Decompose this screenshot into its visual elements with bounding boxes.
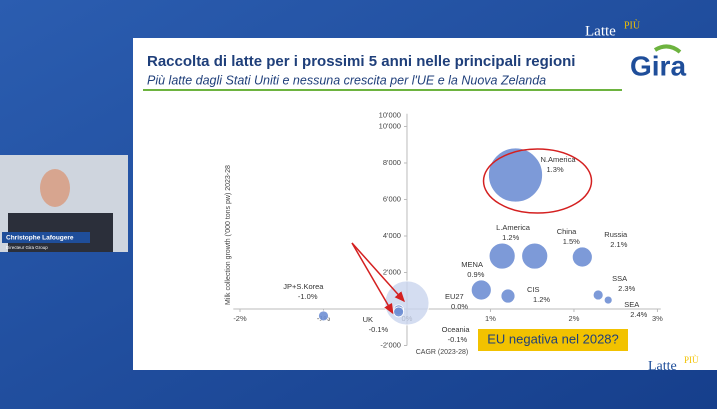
x-tick-label: 1% [485, 314, 496, 323]
slide-title: Raccolta di latte per i prossimi 5 anni … [147, 53, 575, 70]
bubble [592, 289, 604, 301]
gira-swoosh [653, 44, 682, 54]
y-tick-label: 8'000 [383, 158, 401, 167]
speaker-name: Christophe Lafougere [6, 235, 74, 242]
bubble-value: 1.2% [533, 295, 550, 304]
annotation-box [478, 329, 628, 351]
logo-sup: PIÙ [624, 19, 641, 31]
bubble-name: SEA [624, 300, 639, 309]
bubble [470, 279, 492, 301]
bubble [571, 246, 593, 268]
logo: Latte [585, 23, 616, 39]
arrow [351, 242, 394, 315]
highlight-ellipse [482, 148, 593, 214]
bubble [521, 242, 549, 270]
name-bar [2, 232, 90, 243]
bubble [488, 147, 543, 203]
bubble [500, 288, 516, 304]
bubble-value: 1.2% [502, 233, 519, 242]
bubble-value: -0.1% [448, 335, 468, 344]
bubble-value: 0.0% [451, 302, 468, 311]
y-tick-label: 10'000 [379, 111, 401, 120]
gira-logo: Gira [630, 50, 686, 81]
y-axis-title: Milk collection growth ('000 tons pw) 20… [225, 165, 232, 305]
bubble [603, 295, 613, 305]
bubble-name: JP+S.Korea [283, 282, 324, 291]
bubble-value: 2.3% [618, 284, 635, 293]
annotation: EU negativa nel 2028? [487, 331, 619, 346]
bubble-name: MENA [461, 260, 483, 269]
bubble-value: 1.3% [547, 165, 564, 174]
speaker-head [40, 169, 70, 207]
bubble-value: 2.1% [610, 240, 627, 249]
bubble [488, 242, 516, 270]
y-tick-label: 2'000 [383, 267, 401, 276]
bubble-value: -0.1% [369, 325, 389, 334]
arrow [351, 242, 405, 303]
x-tick-label: 2% [569, 314, 580, 323]
x-tick-label: -2% [233, 314, 247, 323]
bubble-name: EU27 [445, 292, 464, 301]
bubble [393, 306, 405, 318]
x-axis-title: CAGR (2023-28) [416, 349, 469, 356]
bubble-name: SSA [612, 274, 627, 283]
bubble [318, 310, 329, 322]
bubble-name: UK [363, 315, 373, 324]
bubble-value: -1.0% [298, 292, 318, 301]
logo: Latte [648, 359, 677, 374]
x-tick-label: 3% [652, 314, 663, 323]
bubble-name: L.America [496, 223, 531, 232]
chart: 10'000 -2'000 2'000 4'000 6'000 8'000 10'000 -2… [225, 111, 663, 356]
bubble-name: Oceania [442, 325, 471, 334]
bubble-value: 0.9% [467, 270, 484, 279]
slide [133, 38, 717, 370]
bubble-name: CIS [527, 285, 540, 294]
y-tick-label: 4'000 [383, 231, 401, 240]
y-tick-label: 6'000 [383, 194, 401, 203]
bubble-name: Russia [604, 230, 628, 239]
bubble-value: 2.4% [630, 310, 647, 319]
bubble-value: 1.5% [563, 237, 580, 246]
logo-sup: PIÙ [684, 355, 699, 365]
bubble-name: China [557, 227, 577, 236]
speaker-role: Directeur Gira Group [6, 245, 48, 250]
y-tick-label: 10'000 [379, 121, 401, 130]
y-tick-label: -2'000 [380, 340, 401, 349]
bubble-name: N.America [541, 155, 577, 164]
slide-subtitle: Più latte dagli Stati Uniti e nessuna cr… [147, 73, 546, 87]
